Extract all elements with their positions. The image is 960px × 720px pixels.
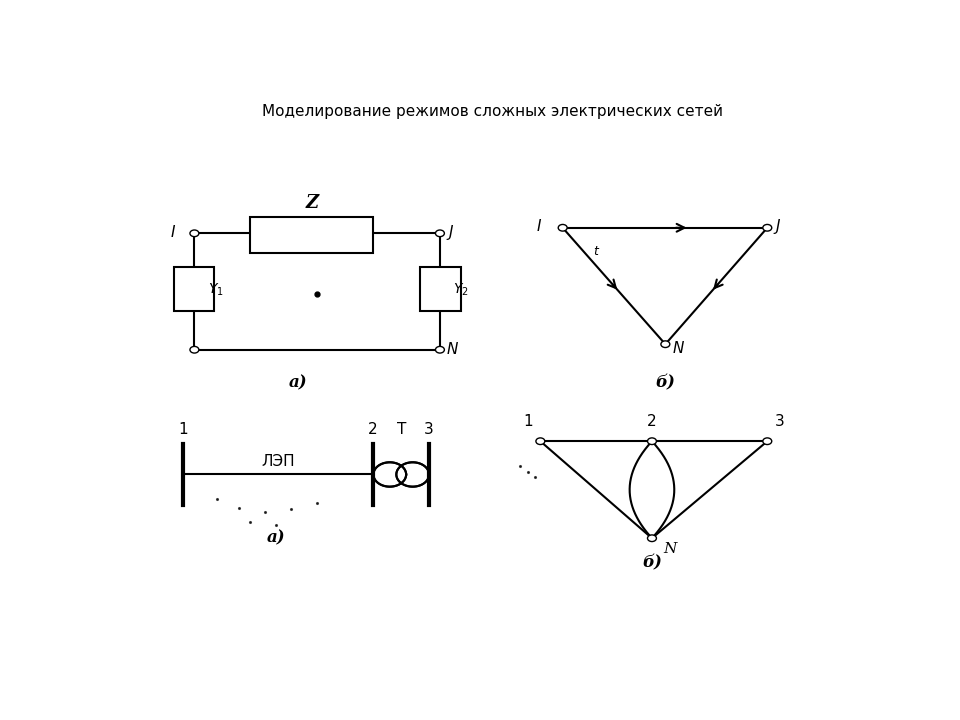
Text: $I$: $I$ (170, 224, 176, 240)
Text: $J$: $J$ (445, 222, 454, 242)
Circle shape (558, 225, 567, 231)
Text: Моделирование режимов сложных электрических сетей: Моделирование режимов сложных электричес… (261, 104, 723, 119)
Circle shape (436, 230, 444, 237)
Text: б): б) (642, 554, 661, 572)
Text: а): а) (267, 530, 285, 546)
Text: $J$: $J$ (773, 217, 781, 235)
Text: 1: 1 (523, 414, 533, 429)
Text: 2: 2 (647, 414, 657, 429)
Circle shape (436, 346, 444, 353)
Text: 3: 3 (424, 422, 434, 437)
Circle shape (536, 438, 545, 444)
Circle shape (190, 346, 199, 353)
Bar (396, 462, 406, 487)
Bar (251, 217, 372, 253)
Circle shape (763, 438, 772, 444)
Text: 2: 2 (368, 422, 378, 437)
Text: б): б) (656, 374, 675, 392)
Bar (174, 266, 214, 311)
Circle shape (647, 438, 657, 444)
Text: $N$: $N$ (445, 341, 459, 356)
Text: $Y_2$: $Y_2$ (453, 282, 469, 298)
Text: $N$: $N$ (672, 340, 685, 356)
Text: 1: 1 (179, 422, 188, 437)
Text: $I$: $I$ (537, 218, 542, 234)
Text: T: T (396, 422, 406, 437)
Text: 3: 3 (775, 414, 784, 429)
Circle shape (763, 225, 772, 231)
Text: а): а) (289, 374, 308, 392)
Bar (420, 266, 461, 311)
Text: N: N (663, 542, 677, 556)
Text: ЛЭП: ЛЭП (262, 454, 296, 469)
Text: Z: Z (305, 194, 319, 212)
Text: $Y_1$: $Y_1$ (207, 282, 224, 298)
Circle shape (660, 341, 670, 348)
Text: $t$: $t$ (592, 245, 600, 258)
Circle shape (647, 535, 657, 541)
Circle shape (190, 230, 199, 237)
